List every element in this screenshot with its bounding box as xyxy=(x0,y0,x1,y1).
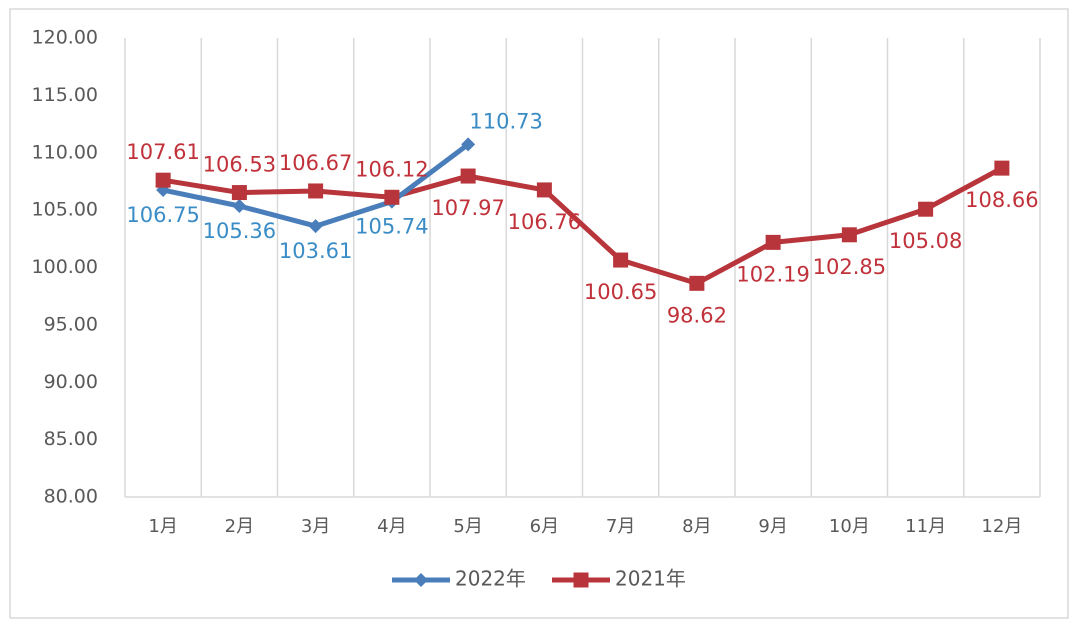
data-label: 106.76 xyxy=(508,210,581,234)
point-marker xyxy=(841,227,857,243)
data-label: 105.08 xyxy=(889,229,962,253)
data-label: 103.61 xyxy=(279,239,352,263)
series-line xyxy=(162,165,1004,286)
point-marker xyxy=(918,201,934,217)
data-label: 106.75 xyxy=(126,203,199,227)
legend-marker xyxy=(573,572,589,588)
legend-label: 2021年 xyxy=(615,567,686,591)
data-label: 107.97 xyxy=(431,196,504,220)
y-tick-label: 80.00 xyxy=(44,486,98,508)
x-tick-label: 1月 xyxy=(148,516,177,537)
data-label: 107.61 xyxy=(126,140,199,164)
x-tick-label: 4月 xyxy=(377,516,406,537)
legend-label: 2022年 xyxy=(455,567,526,591)
x-tick-label: 7月 xyxy=(606,516,635,537)
y-tick-label: 115.00 xyxy=(32,84,98,106)
point-marker xyxy=(461,137,476,152)
point-marker xyxy=(613,252,629,268)
data-label: 106.12 xyxy=(355,157,428,181)
data-label: 105.74 xyxy=(355,215,428,239)
data-label: 102.19 xyxy=(736,262,809,286)
y-tick-label: 90.00 xyxy=(44,371,98,393)
data-label: 100.65 xyxy=(584,280,657,304)
point-marker xyxy=(994,160,1010,176)
x-tick-label: 6月 xyxy=(530,516,559,537)
data-label: 102.85 xyxy=(813,255,886,279)
point-marker xyxy=(689,275,705,291)
point-marker xyxy=(232,198,247,213)
point-marker xyxy=(765,234,781,250)
y-tick-label: 120.00 xyxy=(32,27,98,49)
y-tick-label: 85.00 xyxy=(44,428,98,450)
data-label: 98.62 xyxy=(667,303,727,327)
x-tick-label: 8月 xyxy=(682,516,711,537)
point-marker xyxy=(308,219,323,234)
y-tick-label: 110.00 xyxy=(32,141,98,163)
x-tick-label: 9月 xyxy=(758,516,787,537)
y-tick-label: 105.00 xyxy=(32,199,98,221)
point-marker xyxy=(460,168,476,184)
chart-border xyxy=(9,8,1069,619)
legend-marker xyxy=(414,573,428,587)
data-label: 105.36 xyxy=(203,219,276,243)
point-marker xyxy=(536,182,552,198)
y-tick-label: 100.00 xyxy=(32,256,98,278)
x-tick-label: 11月 xyxy=(905,516,946,537)
y-tick-label: 95.00 xyxy=(44,313,98,335)
point-marker xyxy=(308,183,324,199)
x-tick-label: 5月 xyxy=(453,516,482,537)
x-tick-label: 12月 xyxy=(981,516,1022,537)
data-label: 106.53 xyxy=(203,153,276,177)
point-marker xyxy=(155,172,171,188)
point-marker xyxy=(384,189,400,205)
x-tick-label: 3月 xyxy=(301,516,330,537)
data-label: 110.73 xyxy=(469,109,542,133)
point-marker xyxy=(231,185,247,201)
data-label: 106.67 xyxy=(279,151,352,175)
data-label: 108.66 xyxy=(965,188,1038,212)
x-tick-label: 10月 xyxy=(829,516,870,537)
x-tick-label: 2月 xyxy=(225,516,254,537)
